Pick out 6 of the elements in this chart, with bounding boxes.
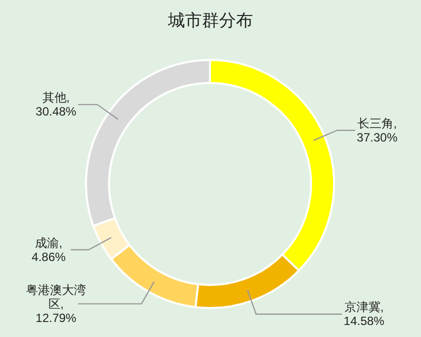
- chart-title: 城市群分布: [167, 11, 253, 30]
- slice-label: 长三角, 37.30%: [356, 116, 398, 144]
- slice-label: 其他, 30.48%: [36, 90, 77, 119]
- slice-label: 成渝, 4.86%: [32, 236, 66, 264]
- slice-label: 京津冀, 14.58%: [344, 300, 385, 328]
- slice-label: 粤港澳大湾区, 12.79%: [26, 282, 86, 325]
